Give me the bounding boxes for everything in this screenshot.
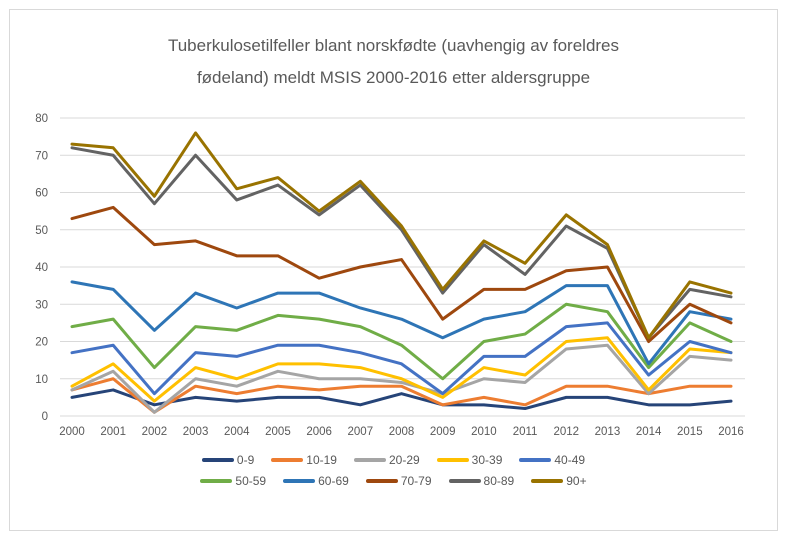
chart-title-line-2: fødeland) meldt MSIS 2000-2016 etter ald… bbox=[196, 68, 591, 87]
x-axis-tick-label-2000: 2000 bbox=[59, 426, 85, 438]
x-axis-tick-label-2005: 2005 bbox=[265, 426, 291, 438]
x-axis-tick-label-2013: 2013 bbox=[595, 426, 621, 438]
legend-swatch-80-89 bbox=[448, 479, 481, 483]
legend-swatch-40-49 bbox=[519, 458, 552, 462]
legend-item-70-79: 70-79 bbox=[365, 474, 432, 488]
legend-item-10-19: 10-19 bbox=[271, 453, 337, 467]
x-axis-tick-label-2002: 2002 bbox=[142, 426, 168, 438]
legend-swatch-20-29 bbox=[353, 458, 386, 462]
series-line-40-49 bbox=[70, 321, 733, 396]
x-axis-tick-label-2016: 2016 bbox=[718, 426, 744, 438]
legend-swatch-30-39 bbox=[436, 458, 469, 462]
legend-item-0-9: 0-9 bbox=[201, 453, 255, 467]
series-line-60-69 bbox=[70, 280, 733, 366]
series-line-90+ bbox=[70, 131, 733, 340]
y-axis-tick-label-30: 30 bbox=[35, 299, 48, 311]
legend-label-0-9: 0-9 bbox=[236, 453, 255, 467]
y-axis-tick-label-60: 60 bbox=[35, 188, 48, 200]
x-axis-tick-label-2006: 2006 bbox=[306, 426, 332, 438]
legend-item-30-39: 30-39 bbox=[436, 453, 503, 467]
x-axis-tick-label-2014: 2014 bbox=[636, 426, 662, 438]
x-axis-tick-label-2010: 2010 bbox=[471, 426, 497, 438]
legend-item-60-69: 60-69 bbox=[283, 474, 349, 488]
x-axis-tick-label-2007: 2007 bbox=[348, 426, 374, 438]
series-line-30-39 bbox=[70, 336, 733, 403]
legend-label-60-69: 60-69 bbox=[318, 474, 349, 488]
legend-swatch-70-79 bbox=[365, 479, 398, 483]
legend-label-20-29: 20-29 bbox=[388, 453, 420, 467]
x-axis-tick-label-2004: 2004 bbox=[224, 426, 250, 438]
legend-label-50-59: 50-59 bbox=[235, 474, 267, 488]
chart-legend: 0-9 10-19 20-29 30-39 40-49 50-59 60-69 70-79 80… bbox=[0, 453, 787, 488]
legend-item-80-89: 80-89 bbox=[448, 474, 515, 488]
legend-swatch-90+ bbox=[531, 479, 564, 483]
series-line-20-29 bbox=[70, 343, 733, 414]
legend-row-2: 50-59 60-69 70-79 80-89 90+ bbox=[200, 474, 587, 488]
legend-item-40-49: 40-49 bbox=[519, 453, 585, 467]
chart-title: Tuberkulosetilfeller blant norskfødte (u… bbox=[0, 30, 787, 94]
series-line-70-79 bbox=[70, 205, 733, 343]
y-axis-tick-label-10: 10 bbox=[35, 374, 48, 386]
legend-swatch-10-19 bbox=[271, 458, 304, 462]
x-axis-tick-label-2009: 2009 bbox=[430, 426, 456, 438]
chart-frame-border bbox=[9, 9, 778, 531]
legend-item-50-59: 50-59 bbox=[200, 474, 266, 488]
legend-row-1: 0-9 10-19 20-29 30-39 40-49 bbox=[201, 453, 585, 467]
legend-item-90+: 90+ bbox=[531, 474, 587, 488]
series-line-0-9 bbox=[70, 388, 733, 411]
legend-swatch-50-59 bbox=[200, 479, 233, 483]
x-axis-tick-label-2012: 2012 bbox=[553, 426, 579, 438]
legend-label-70-79: 70-79 bbox=[400, 474, 432, 488]
chart-title-line-1: Tuberkulosetilfeller blant norskfødte (u… bbox=[167, 36, 620, 55]
legend-label-30-39: 30-39 bbox=[471, 453, 503, 467]
legend-item-20-29: 20-29 bbox=[353, 453, 420, 467]
x-axis-tick-label-2015: 2015 bbox=[677, 426, 703, 438]
legend-swatch-0-9 bbox=[201, 458, 234, 462]
y-axis-tick-label-20: 20 bbox=[35, 337, 48, 349]
legend-label-90+: 90+ bbox=[566, 474, 587, 488]
legend-label-80-89: 80-89 bbox=[483, 474, 515, 488]
y-axis-tick-label-70: 70 bbox=[35, 150, 48, 162]
series-line-50-59 bbox=[70, 302, 733, 381]
legend-label-10-19: 10-19 bbox=[306, 453, 337, 467]
legend-label-40-49: 40-49 bbox=[554, 453, 586, 467]
series-line-10-19 bbox=[70, 377, 733, 414]
y-axis-tick-label-0: 0 bbox=[42, 411, 48, 423]
x-axis-tick-label-2001: 2001 bbox=[100, 426, 126, 438]
x-axis-tick-label-2011: 2011 bbox=[513, 426, 538, 438]
y-axis-tick-label-40: 40 bbox=[35, 262, 48, 274]
y-axis-tick-label-50: 50 bbox=[35, 225, 48, 237]
x-axis-tick-label-2003: 2003 bbox=[183, 426, 209, 438]
x-axis-tick-label-2008: 2008 bbox=[389, 426, 415, 438]
y-axis-tick-label-80: 80 bbox=[35, 113, 48, 125]
legend-swatch-60-69 bbox=[283, 479, 316, 483]
